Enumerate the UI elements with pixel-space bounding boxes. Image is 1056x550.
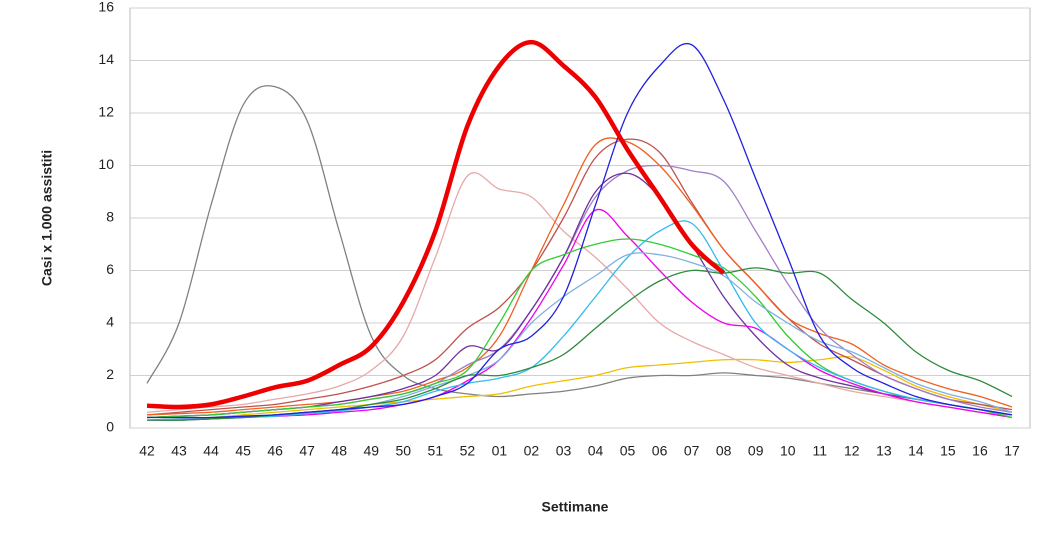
y-tick-label: 8: [106, 209, 114, 225]
y-tick-label: 2: [106, 366, 114, 382]
x-tick-label: 08: [716, 443, 732, 459]
x-tick-label: 02: [524, 443, 540, 459]
y-tick-label: 14: [98, 51, 114, 67]
x-tick-label: 05: [620, 443, 636, 459]
y-tick-label: 6: [106, 261, 114, 277]
x-tick-label: 12: [844, 443, 860, 459]
x-tick-label: 16: [972, 443, 988, 459]
x-tick-label: 42: [139, 443, 155, 459]
x-tick-label: 47: [299, 443, 315, 459]
x-tick-label: 01: [492, 443, 508, 459]
y-tick-label: 16: [98, 0, 114, 15]
series-line: [146, 164, 1013, 419]
series-line: [146, 137, 1013, 416]
x-tick-label: 49: [363, 443, 379, 459]
series-line: [146, 39, 726, 410]
x-tick-label: 46: [267, 443, 283, 459]
series-line: [146, 356, 1013, 421]
series-line: [146, 208, 1013, 421]
y-axis-title: Casi x 1.000 assistiti: [39, 150, 55, 286]
y-tick-label: 12: [98, 104, 114, 120]
series-line: [146, 138, 1013, 416]
x-tick-label: 10: [780, 443, 796, 459]
x-tick-label: 17: [1004, 443, 1020, 459]
x-tick-label: 15: [940, 443, 956, 459]
x-tick-label: 43: [171, 443, 187, 459]
x-tick-label: 52: [460, 443, 476, 459]
series-line: [146, 172, 1013, 416]
series-line: [146, 220, 1013, 421]
series-line: [146, 252, 1013, 421]
series-line: [146, 172, 1013, 419]
x-tick-label: 06: [652, 443, 668, 459]
x-tick-label: 04: [588, 443, 604, 459]
x-axis-title: Settimane: [542, 499, 609, 515]
x-tick-label: 14: [908, 443, 924, 459]
series-line: [146, 267, 1013, 421]
y-tick-label: 10: [98, 156, 114, 172]
x-tick-label: 03: [556, 443, 572, 459]
series-line: [146, 85, 1013, 416]
x-tick-label: 48: [331, 443, 347, 459]
x-tick-label: 50: [396, 443, 412, 459]
x-tick-label: 44: [203, 443, 219, 459]
x-tick-label: 51: [428, 443, 444, 459]
series-line: [146, 42, 1013, 419]
x-tick-label: 07: [684, 443, 700, 459]
x-tick-label: 45: [235, 443, 251, 459]
y-tick-label: 0: [106, 419, 114, 435]
x-tick-label: 13: [876, 443, 892, 459]
x-tick-label: 09: [748, 443, 764, 459]
y-tick-label: 4: [106, 314, 114, 330]
x-tick-label: 11: [813, 443, 828, 459]
